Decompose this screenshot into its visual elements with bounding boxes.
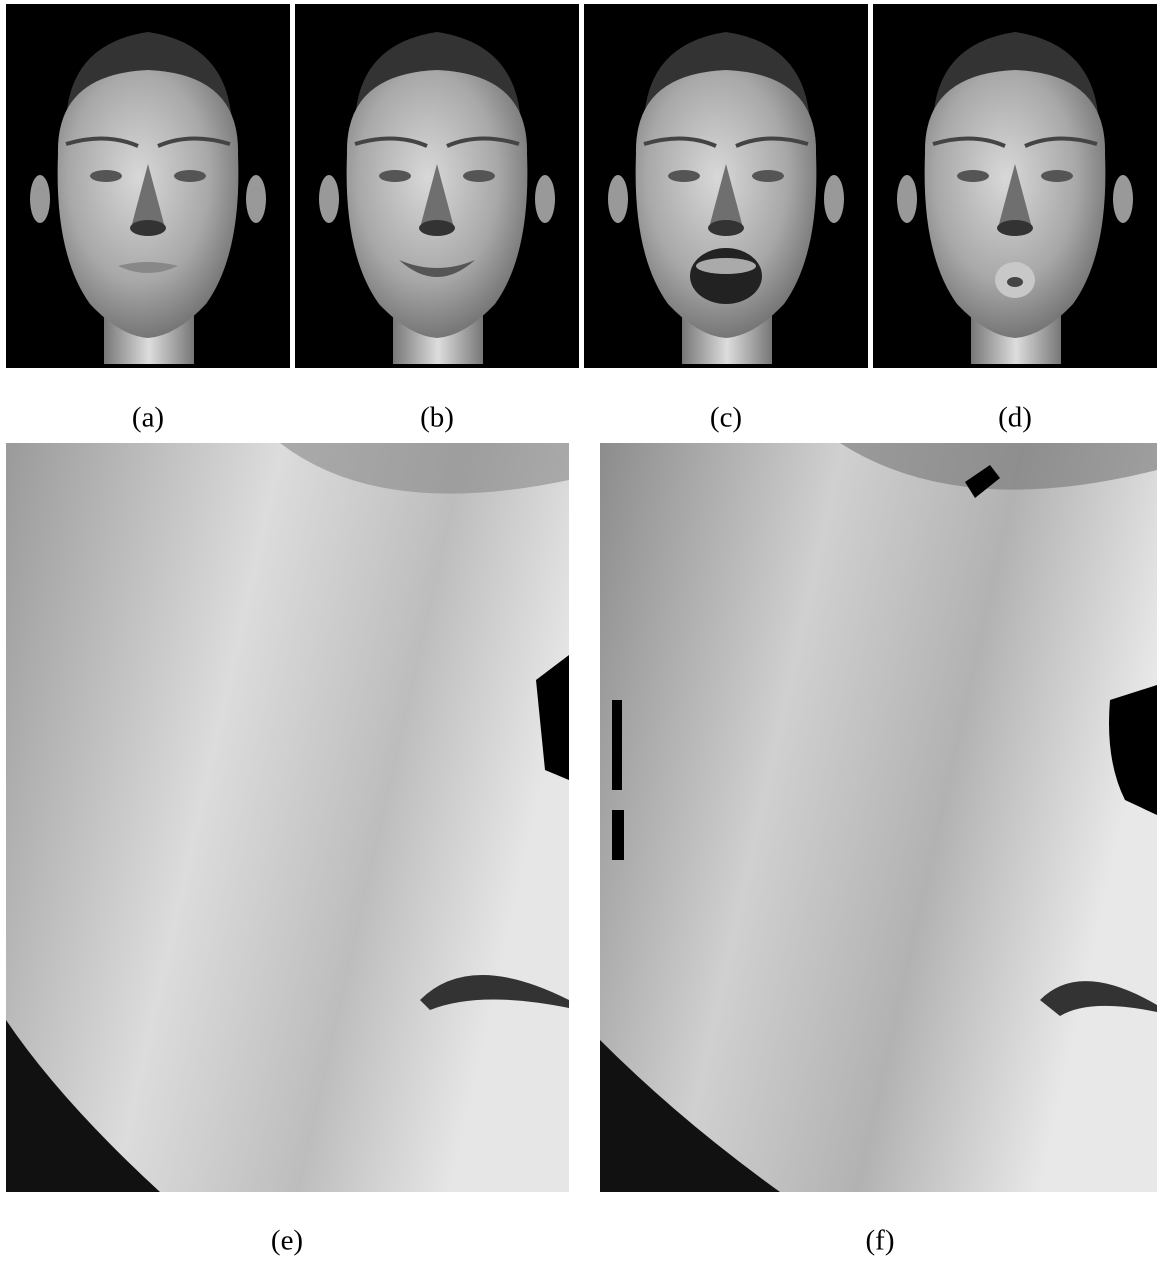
panel-label: (f) [866, 1225, 895, 1257]
page: {"figure": {"panels": [{"label": "(a)"},… [0, 0, 1160, 1262]
panel-label: (a) [132, 402, 164, 434]
panel-b [295, 4, 579, 368]
illustration-shape [696, 258, 756, 274]
illustration-shape [612, 810, 624, 860]
panel-label: (c) [710, 402, 742, 434]
figure-page: (a) (b) (c) (d) (e) (f) (() => { const d… [0, 0, 1160, 1262]
illustration-shape [873, 4, 1157, 368]
illustration-shape [6, 4, 290, 368]
illustration-shape [584, 4, 868, 368]
illustration-shape [600, 443, 1157, 1192]
illustration-shape [690, 248, 762, 304]
panel-a [6, 4, 290, 368]
illustration-shape [612, 700, 622, 790]
panel-c [584, 4, 868, 368]
illustration-shape [6, 443, 569, 1192]
panel-label: (d) [998, 402, 1032, 434]
panel-label: (e) [271, 1225, 303, 1257]
illustration-shape [295, 4, 579, 368]
panel-e [6, 443, 569, 1192]
panel-d [873, 4, 1157, 368]
illustration-shape [1007, 277, 1023, 287]
panel-label: (b) [420, 402, 454, 434]
figure: (a) (b) (c) (d) (e) (f) [0, 0, 1160, 1262]
panel-f [600, 443, 1157, 1192]
